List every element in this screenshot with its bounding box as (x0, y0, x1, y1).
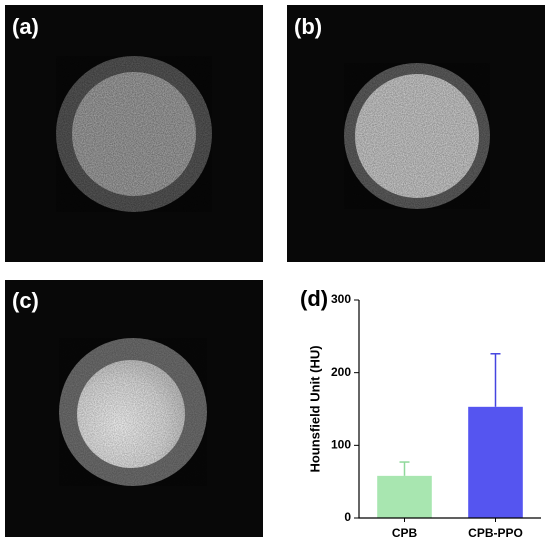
axis-frame (358, 300, 541, 519)
y-tick-label: 200 (331, 365, 351, 379)
ct-image-a: (a) (5, 5, 263, 262)
y-tick-label: 300 (331, 292, 351, 306)
y-axis-title: Hounsfield Unit (HU) (307, 345, 322, 472)
y-tick-label: 100 (331, 438, 351, 452)
ct-image-c: (c) (5, 280, 263, 537)
panel-label: (c) (12, 288, 39, 313)
ct-image-b: (b) (287, 5, 545, 262)
panel-label: (b) (294, 14, 322, 39)
panel-label: (d) (300, 286, 328, 311)
x-tick-label: CPB (392, 526, 418, 540)
bar (468, 406, 523, 518)
bar (377, 475, 432, 518)
y-tick-label: 0 (344, 510, 351, 524)
panel-label: (a) (12, 14, 39, 39)
x-tick-label: CPB-PPO (468, 526, 523, 540)
